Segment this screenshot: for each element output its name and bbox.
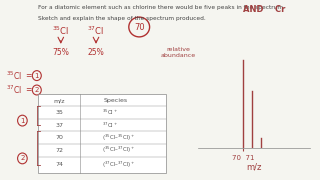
Text: Species: Species bbox=[103, 98, 127, 103]
Text: m/z: m/z bbox=[53, 98, 65, 103]
Text: =: = bbox=[26, 71, 32, 80]
Text: 35: 35 bbox=[55, 110, 63, 115]
Text: ($^{35}$Cl–$^{35}$Cl)$^+$: ($^{35}$Cl–$^{35}$Cl)$^+$ bbox=[102, 132, 136, 143]
Text: ($^{37}$Cl–$^{37}$Cl)$^+$: ($^{37}$Cl–$^{37}$Cl)$^+$ bbox=[102, 159, 136, 170]
Text: 70: 70 bbox=[134, 22, 145, 32]
Text: 74: 74 bbox=[55, 162, 63, 167]
Text: 1: 1 bbox=[35, 73, 39, 79]
Text: 70: 70 bbox=[55, 135, 63, 140]
Text: 75%: 75% bbox=[52, 48, 69, 57]
Text: $^{37}$Cl: $^{37}$Cl bbox=[6, 84, 22, 96]
Text: 37: 37 bbox=[55, 123, 63, 128]
Text: Sketch and explain the shape of the spectrum produced.: Sketch and explain the shape of the spec… bbox=[38, 16, 206, 21]
Text: $^{37}$Cl: $^{37}$Cl bbox=[87, 24, 105, 37]
Text: =: = bbox=[26, 86, 32, 94]
Text: relative
abundance: relative abundance bbox=[161, 47, 196, 58]
X-axis label: m/z: m/z bbox=[247, 163, 262, 172]
Text: 25%: 25% bbox=[88, 48, 104, 57]
Text: For a diatomic element such as chlorine there would be five peaks in the spectru: For a diatomic element such as chlorine … bbox=[38, 5, 285, 10]
Text: $^{37}$Cl$^+$: $^{37}$Cl$^+$ bbox=[102, 120, 118, 130]
Text: ($^{35}$Cl–$^{37}$Cl)$^+$: ($^{35}$Cl–$^{37}$Cl)$^+$ bbox=[102, 145, 136, 156]
Text: 1: 1 bbox=[20, 118, 25, 124]
Text: 72: 72 bbox=[55, 148, 63, 153]
FancyBboxPatch shape bbox=[38, 94, 166, 173]
Text: 2: 2 bbox=[35, 87, 39, 93]
Text: 2: 2 bbox=[20, 155, 25, 161]
Text: $^{35}$Cl: $^{35}$Cl bbox=[52, 24, 69, 37]
Text: $^{35}$Cl$^+$: $^{35}$Cl$^+$ bbox=[102, 108, 118, 117]
Text: AND    Cr: AND Cr bbox=[243, 5, 285, 14]
Text: $^{35}$Cl: $^{35}$Cl bbox=[6, 69, 22, 82]
